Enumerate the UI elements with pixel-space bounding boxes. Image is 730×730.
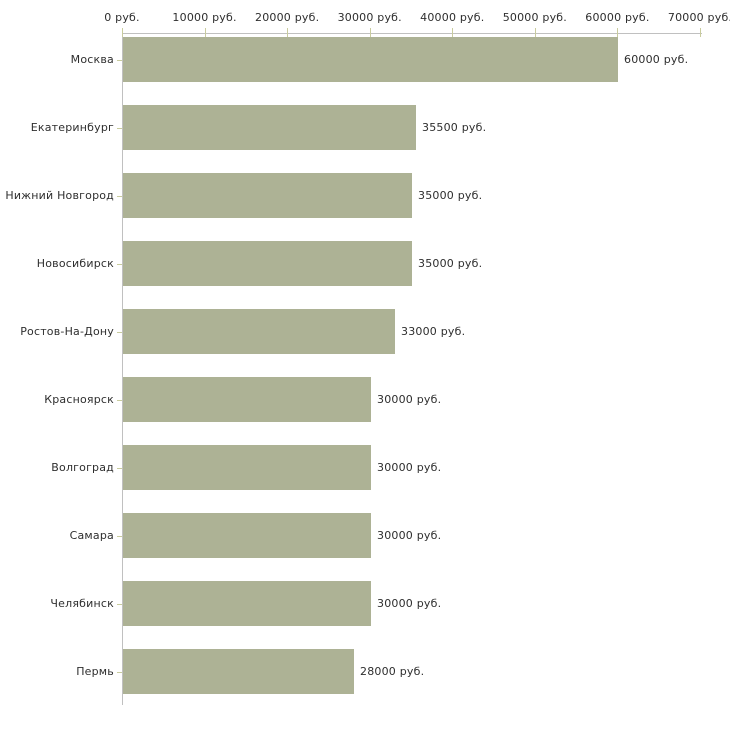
category-tick-mark bbox=[117, 196, 122, 197]
category-label: Ростов-На-Дону bbox=[20, 324, 114, 338]
x-axis-tick-label: 70000 руб. bbox=[667, 11, 730, 24]
category-label: Челябинск bbox=[50, 596, 114, 610]
category-tick-mark bbox=[117, 604, 122, 605]
value-label: 33000 руб. bbox=[401, 324, 466, 338]
value-label: 35500 руб. bbox=[422, 120, 487, 134]
category-tick-mark bbox=[117, 468, 122, 469]
x-axis-tick-label: 60000 руб. bbox=[585, 11, 650, 24]
x-axis-tick-mark bbox=[700, 28, 701, 37]
category-label: Пермь bbox=[76, 664, 114, 678]
bar-2 bbox=[123, 105, 416, 150]
x-axis-tick-label: 30000 руб. bbox=[337, 11, 402, 24]
category-label: Волгоград bbox=[51, 460, 114, 474]
bar-4 bbox=[123, 241, 412, 286]
category-tick-mark bbox=[117, 264, 122, 265]
category-tick-mark bbox=[117, 332, 122, 333]
category-label: Нижний Новгород bbox=[5, 188, 114, 202]
x-axis-tick-label: 10000 руб. bbox=[172, 11, 237, 24]
bar-8 bbox=[123, 513, 371, 558]
bar-7 bbox=[123, 445, 371, 490]
category-tick-mark bbox=[117, 536, 122, 537]
x-axis-line bbox=[122, 33, 702, 34]
category-label: Самара bbox=[69, 528, 114, 542]
bar-9 bbox=[123, 581, 371, 626]
bar-1 bbox=[123, 37, 618, 82]
category-label: Новосибирск bbox=[36, 256, 114, 270]
category-tick-mark bbox=[117, 400, 122, 401]
bar-10 bbox=[123, 649, 354, 694]
bar-5 bbox=[123, 309, 395, 354]
category-tick-mark bbox=[117, 672, 122, 673]
value-label: 30000 руб. bbox=[377, 596, 442, 610]
x-axis-tick-label: 0 руб. bbox=[104, 11, 140, 24]
category-label: Красноярск bbox=[44, 392, 114, 406]
value-label: 28000 руб. bbox=[360, 664, 425, 678]
bar-3 bbox=[123, 173, 412, 218]
x-axis-tick-label: 50000 руб. bbox=[502, 11, 567, 24]
x-axis-tick-mark bbox=[534, 28, 536, 37]
value-label: 60000 руб. bbox=[624, 52, 689, 66]
value-label: 30000 руб. bbox=[377, 528, 442, 542]
x-axis-tick-label: 40000 руб. bbox=[420, 11, 485, 24]
x-axis-tick-mark bbox=[452, 28, 454, 37]
category-label: Екатеринбург bbox=[30, 120, 114, 134]
value-label: 30000 руб. bbox=[377, 392, 442, 406]
value-label: 30000 руб. bbox=[377, 460, 442, 474]
x-axis-tick-mark bbox=[369, 28, 371, 37]
x-axis-tick-mark bbox=[204, 28, 206, 37]
x-axis-tick-label: 20000 руб. bbox=[255, 11, 320, 24]
x-axis-tick-mark bbox=[287, 28, 289, 37]
category-label: Москва bbox=[70, 52, 114, 66]
value-label: 35000 руб. bbox=[418, 256, 483, 270]
x-axis-tick-mark bbox=[122, 28, 123, 37]
x-axis-tick-mark bbox=[617, 28, 619, 37]
y-axis-line bbox=[122, 33, 123, 705]
category-tick-mark bbox=[117, 128, 122, 129]
category-tick-mark bbox=[117, 60, 122, 61]
value-label: 35000 руб. bbox=[418, 188, 483, 202]
bar-6 bbox=[123, 377, 371, 422]
